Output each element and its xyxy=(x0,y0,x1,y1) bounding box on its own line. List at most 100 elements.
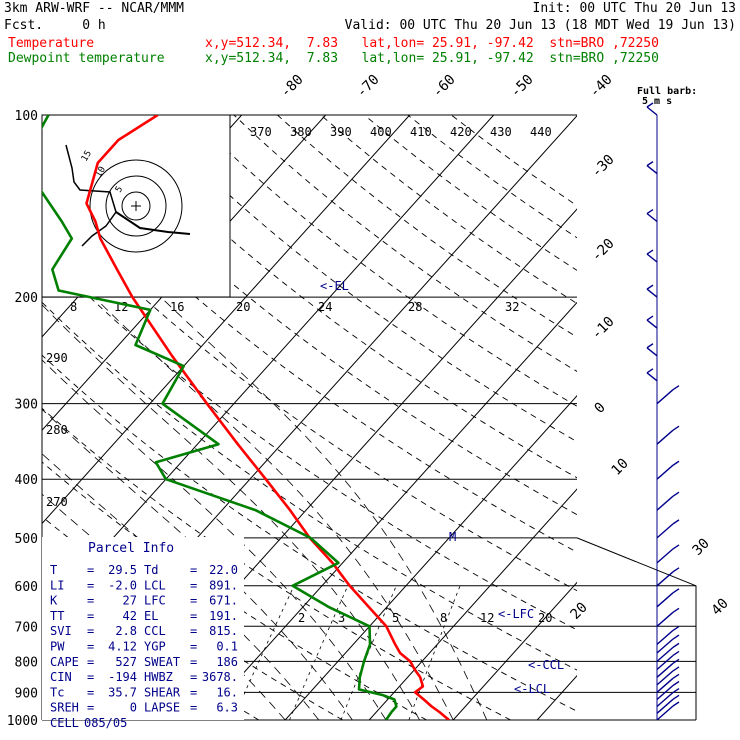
parcel-value: 0 xyxy=(130,701,137,715)
isotherm-label: -40 xyxy=(587,72,616,101)
dry-adiabat-line xyxy=(42,354,577,712)
parcel-equals: = xyxy=(190,701,197,715)
pressure-tick-label: 300 xyxy=(15,398,38,413)
wind-barb xyxy=(646,372,658,382)
wind-barb-flag xyxy=(672,642,680,648)
wind-barb-flag xyxy=(672,680,680,687)
isotherm-label: -70 xyxy=(354,72,383,101)
parcel-label: CELL xyxy=(50,716,79,730)
wind-barb-flag xyxy=(672,567,680,573)
wind-barb xyxy=(656,646,674,662)
parcel-equals: = xyxy=(87,640,94,654)
wind-barb-flag xyxy=(646,161,654,167)
isotherm-line xyxy=(536,675,577,720)
isotherm-label: -10 xyxy=(589,314,618,343)
dry-adiabat-label: 290 xyxy=(46,351,68,365)
mixing-ratio-label: 3 xyxy=(338,611,345,625)
dry-adiabat-line xyxy=(146,115,577,443)
wind-barb xyxy=(646,165,658,175)
dewpoint-legend: Dewpoint temperature xyxy=(8,51,165,66)
parcel-equals: = xyxy=(190,640,197,654)
ccl-marker: <-CCL xyxy=(528,658,564,672)
parcel-label: SVI xyxy=(50,624,72,638)
valid-time: Valid: 00 UTC Thu 20 Jun 13 (18 MDT Wed … xyxy=(344,18,736,33)
wind-barb-flag xyxy=(672,544,680,550)
isotherm-line xyxy=(42,115,495,618)
isotherm-label: 40 xyxy=(709,596,732,619)
parcel-label: CAPE xyxy=(50,655,79,669)
wind-barb-flag xyxy=(672,634,680,640)
parcel-equals: = xyxy=(190,624,197,638)
parcel-equals: = xyxy=(87,685,94,699)
dry-adiabat-line xyxy=(233,115,577,372)
barb-legend-line1: Full barb: xyxy=(637,86,697,97)
moist-adiabat-line xyxy=(42,493,286,720)
parcel-equals: = xyxy=(87,578,94,592)
parcel-value: 22.0 xyxy=(209,563,238,577)
isotherm-label: 0 xyxy=(592,400,609,417)
wind-barb xyxy=(656,389,674,405)
parcel-equals: = xyxy=(190,578,197,592)
wind-barb xyxy=(656,592,674,608)
dewpoint-profile xyxy=(42,115,398,720)
dry-adiabat-line xyxy=(42,301,577,671)
pressure-tick-label: 400 xyxy=(15,473,38,488)
wind-barb xyxy=(656,654,674,671)
pressure-tick-label: 800 xyxy=(15,655,38,670)
dry-adiabat-line xyxy=(407,115,577,239)
wind-barb xyxy=(656,548,674,564)
dry-adiabat-line xyxy=(59,115,577,516)
parcel-info-title: Parcel Info xyxy=(88,541,174,556)
mixing-ratio-line xyxy=(408,585,461,720)
mixing-ratio-label: 5 xyxy=(392,611,399,625)
wind-barb xyxy=(646,253,658,263)
pressure-tick-label: 900 xyxy=(15,686,38,701)
temperature-location: x,y=512.34, 7.83 lat,lon= 25.91, -97.42 … xyxy=(205,36,659,51)
parcel-equals: = xyxy=(190,609,197,623)
parcel-label: LI xyxy=(50,578,64,592)
forecast-hour: Fcst. 0 h xyxy=(4,18,106,33)
parcel-label: PW xyxy=(50,640,65,654)
wind-barb-flag xyxy=(672,650,680,657)
wind-barb xyxy=(656,495,674,511)
theta-e-label: 380 xyxy=(290,125,312,139)
mixing-ratio-label: 2 xyxy=(298,611,305,625)
wind-barb xyxy=(656,691,674,708)
parcel-label: YGP xyxy=(144,640,166,654)
dewpoint-location: x,y=512.34, 7.83 lat,lon= 25.91, -97.42 … xyxy=(205,51,659,66)
parcel-value: 35.7 xyxy=(108,685,137,699)
parcel-value: 085/05 xyxy=(84,716,127,730)
isotherm-line xyxy=(368,488,577,720)
isotherm-line xyxy=(452,581,577,720)
isotherm-label: 20 xyxy=(568,600,591,623)
mixing-ratio-line xyxy=(289,585,349,720)
isotherm-line xyxy=(42,115,327,431)
theta-e-label: 370 xyxy=(250,125,272,139)
hodograph-ring-label: 5 xyxy=(114,185,125,195)
mixing-ratio-label: 20 xyxy=(236,300,250,314)
parcel-label: LFC xyxy=(144,594,166,608)
wind-barb xyxy=(646,288,658,298)
wind-barb xyxy=(656,705,674,721)
dry-adiabat-line xyxy=(320,115,577,304)
parcel-value: 0.1 xyxy=(216,640,238,654)
wind-barb-flag xyxy=(672,694,680,700)
dry-adiabat-line xyxy=(364,115,577,271)
wind-barb xyxy=(656,523,674,539)
parcel-value: 4.12 xyxy=(108,640,137,654)
parcel-equals: = xyxy=(190,563,197,577)
wind-barb-flag xyxy=(646,249,654,255)
hodograph-trace xyxy=(115,211,191,235)
wind-barb-flag xyxy=(672,385,680,391)
parcel-value: 191. xyxy=(209,609,238,623)
parcel-equals: = xyxy=(87,624,94,638)
theta-e-label: 410 xyxy=(410,125,432,139)
wind-barb-flag xyxy=(646,284,654,290)
model-title: 3km ARW-WRF -- NCAR/MMM xyxy=(4,1,185,16)
theta-e-label: 420 xyxy=(450,125,472,139)
theta-e-label: 400 xyxy=(370,125,392,139)
wind-barb xyxy=(646,106,658,116)
parcel-equals: = xyxy=(190,685,197,699)
parcel-label: CIN xyxy=(50,670,72,684)
